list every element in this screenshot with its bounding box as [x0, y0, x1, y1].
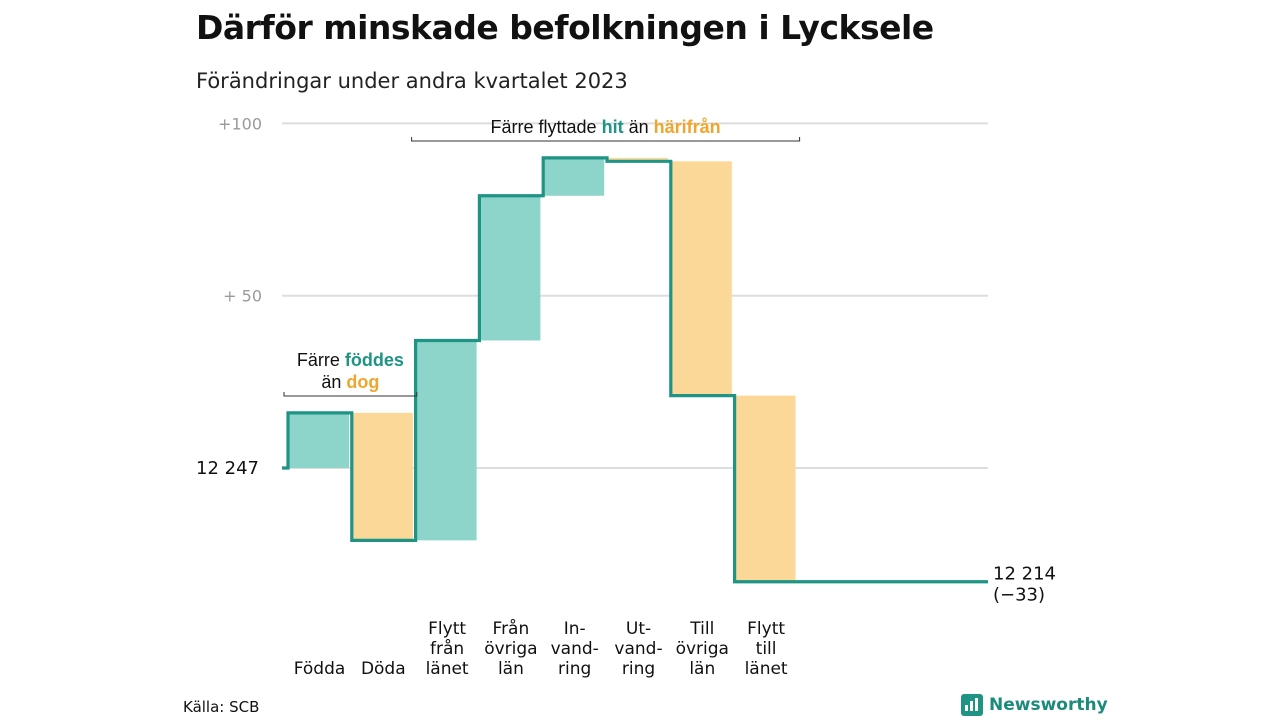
- y-tick-label: + 50: [223, 287, 262, 306]
- annotation-segment: Färre: [297, 350, 345, 370]
- category-label: till: [756, 639, 777, 659]
- category-label: Födda: [294, 659, 346, 679]
- annotation-text: än dog: [321, 372, 379, 392]
- annotation-segment: än: [624, 117, 654, 137]
- cumulative-step-line: [282, 156, 988, 584]
- category-label: övriga: [484, 639, 537, 659]
- waterfall-bar: [415, 340, 477, 541]
- category-label: län: [689, 659, 715, 679]
- category-label: Döda: [361, 659, 406, 679]
- waterfall-bar: [479, 195, 541, 341]
- annotation-segment: föddes: [345, 350, 404, 370]
- category-label: In-: [564, 619, 586, 639]
- category-label: länet: [426, 659, 469, 679]
- waterfall-bar: [543, 157, 605, 196]
- source-note: Källa: SCB: [183, 698, 260, 716]
- annotation-segment: än: [321, 372, 346, 392]
- annotation-bracket: [283, 392, 418, 397]
- annotation-text: Färre flyttade hit än härifrån: [491, 117, 721, 137]
- waterfall-bar: [288, 412, 349, 468]
- start-value-label: 12 247: [196, 458, 259, 479]
- waterfall-bar: [734, 395, 796, 582]
- waterfall-bar: [607, 157, 668, 162]
- category-label: Till: [689, 619, 714, 639]
- category-label: Flytt: [747, 619, 785, 639]
- category-label: Från: [493, 618, 530, 639]
- category-label: ring: [622, 659, 655, 679]
- category-label: Ut-: [626, 619, 651, 639]
- annotation-segment: hit: [602, 117, 624, 137]
- category-label: län: [498, 659, 524, 679]
- chart-title: Därför minskade befolkningen i Lycksele: [196, 8, 934, 47]
- category-label: vand-: [551, 639, 599, 659]
- category-label: ring: [558, 659, 591, 679]
- waterfall-bar: [351, 412, 413, 541]
- category-label: länet: [745, 659, 788, 679]
- chart-subtitle: Förändringar under andra kvartalet 2023: [196, 69, 628, 93]
- annotation-segment: dog: [346, 372, 379, 392]
- category-label: Flytt: [428, 619, 466, 639]
- annotation-text: Färre föddes: [297, 350, 404, 370]
- category-label: övriga: [676, 639, 729, 659]
- end-change-label: (−33): [993, 585, 1045, 606]
- brand-name: Newsworthy: [989, 695, 1108, 715]
- bar-chart-icon: [961, 694, 983, 716]
- category-label: vand-: [614, 639, 662, 659]
- waterfall-bar: [670, 161, 732, 396]
- category-label: från: [430, 638, 464, 659]
- end-value-label: 12 214: [993, 564, 1056, 585]
- annotation-segment: Färre flyttade: [491, 117, 602, 137]
- annotation-bracket: [411, 137, 801, 142]
- annotation-segment: härifrån: [654, 117, 721, 137]
- y-tick-label: +100: [218, 114, 262, 133]
- brand: Newsworthy: [961, 694, 1108, 716]
